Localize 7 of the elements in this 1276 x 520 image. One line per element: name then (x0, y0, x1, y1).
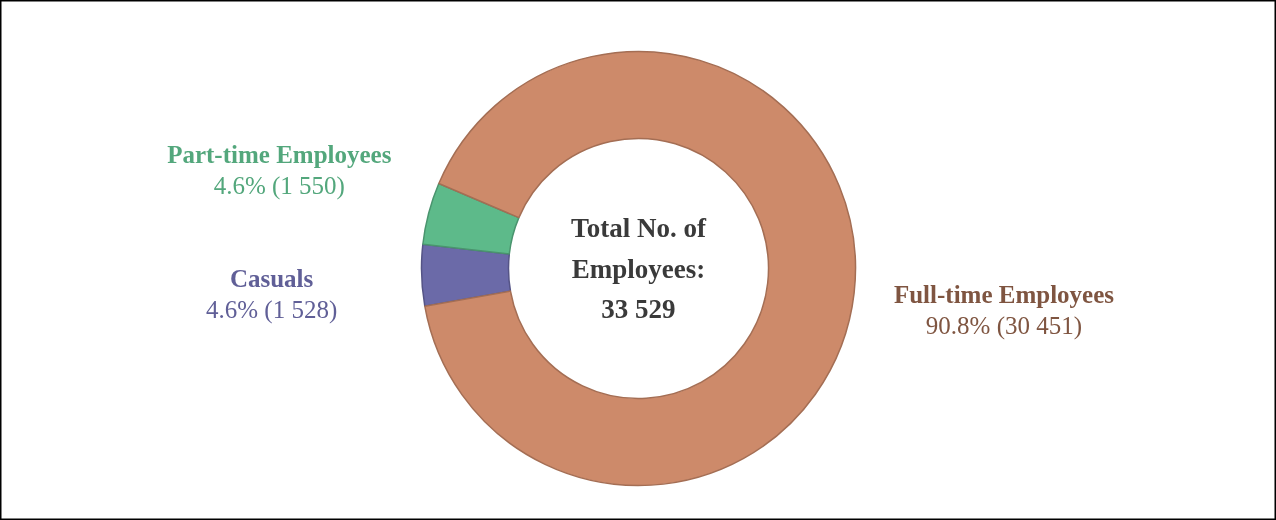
slice-label: Full-time Employees (893, 280, 1115, 308)
text: Total No. of Employees: 33 529 (571, 213, 707, 324)
slice-label: Casuals (229, 264, 314, 292)
data-label: 90.8% (30 451) (925, 311, 1083, 340)
slice-label: Part-time Employees (167, 141, 392, 169)
data-label: 4.6% (1 550) (213, 172, 345, 201)
data-label: 4.6% (1 528) (206, 295, 338, 324)
